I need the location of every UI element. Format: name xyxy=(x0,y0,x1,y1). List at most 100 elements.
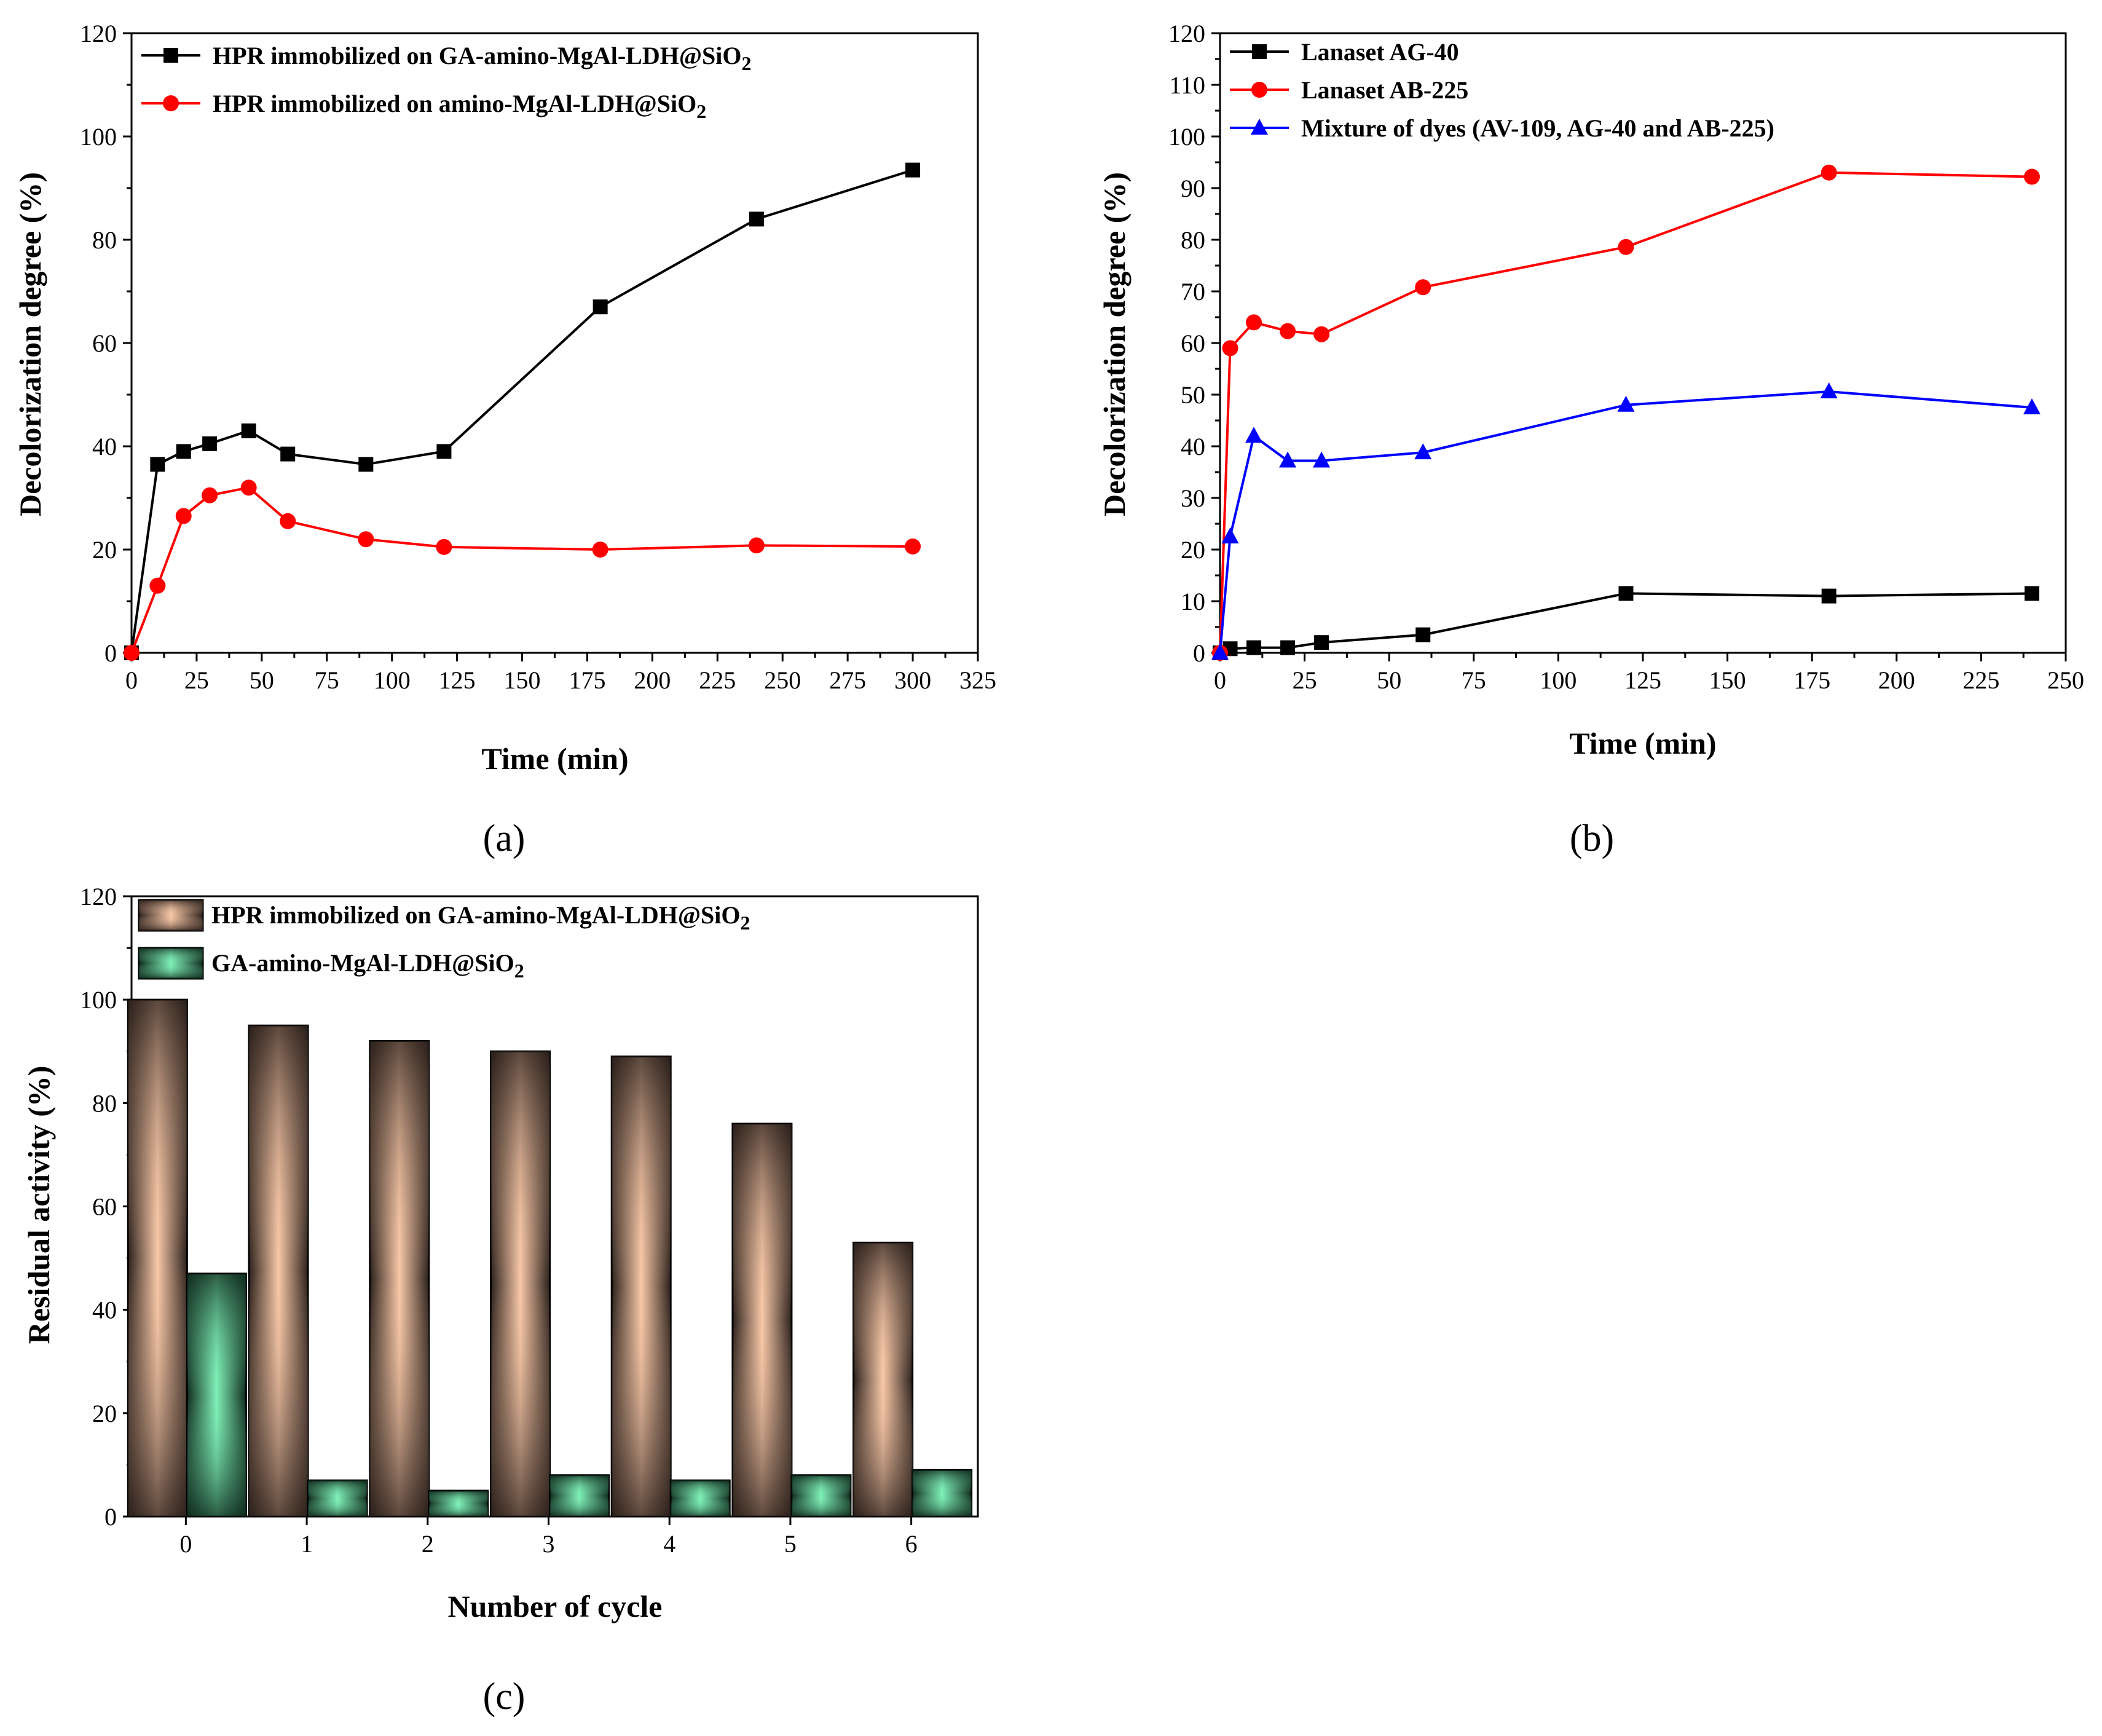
x-tick-label: 225 xyxy=(1962,666,1999,694)
legend-swatch-shade xyxy=(139,900,203,931)
legend-label: HPR immobilized on GA-amino-MgAl-LDH@SiO… xyxy=(211,901,750,934)
x-tick-label: 250 xyxy=(2047,666,2084,694)
x-tick-label: 0 xyxy=(1214,666,1226,694)
x-tick-label: 25 xyxy=(1293,666,1317,694)
data-point-square xyxy=(150,457,165,472)
bars-support xyxy=(186,1272,973,1518)
bars-c xyxy=(127,998,973,1518)
y-tick-label: 70 xyxy=(1181,278,1205,306)
bar-shade xyxy=(369,1041,429,1517)
data-point-square xyxy=(749,211,764,227)
bar-shade xyxy=(249,1025,309,1517)
bar-shade xyxy=(853,1242,913,1517)
x-tick-label: 0 xyxy=(125,666,138,694)
x-tick-label: 6 xyxy=(905,1530,918,1558)
data-point-circle xyxy=(592,542,608,558)
legend-label: Lanaset AG-40 xyxy=(1301,38,1459,66)
x-tick-label: 125 xyxy=(439,666,476,694)
bar-shade xyxy=(308,1480,368,1517)
data-point-circle xyxy=(1821,164,1837,181)
legend-label: HPR immobilized on GA-amino-MgAl-LDH@SiO… xyxy=(213,42,752,74)
bar-shade xyxy=(490,1051,550,1517)
y-tick-label: 0 xyxy=(104,1503,117,1531)
y-tick-label: 20 xyxy=(92,1400,117,1427)
data-point-circle xyxy=(1618,239,1634,255)
y-axis-label-a: Decolorization degree (%) xyxy=(13,172,47,516)
data-point-square xyxy=(1314,635,1329,650)
x-tick-label: 100 xyxy=(1540,666,1576,694)
x-tick-label: 4 xyxy=(663,1530,675,1558)
bar-shade xyxy=(428,1490,488,1517)
data-point-circle xyxy=(1246,314,1262,331)
data-point-square xyxy=(358,457,374,472)
data-point-triangle xyxy=(1211,644,1229,660)
y-tick-label: 0 xyxy=(104,639,117,667)
legend-swatch-shade xyxy=(139,948,203,979)
series-square xyxy=(1213,586,2039,660)
series-line xyxy=(130,168,913,653)
axis-ticks-b: 0 10 20 30 40 50 60 70 80 90 100 110 120 0 25 50 75 100 12… xyxy=(1168,20,2084,694)
data-point-circle xyxy=(358,531,374,548)
x-tick-label: 25 xyxy=(184,666,209,694)
legend-label: Lanaset AB-225 xyxy=(1301,76,1468,104)
bar-shade xyxy=(612,1056,671,1517)
bar-shade xyxy=(187,1273,246,1517)
x-axis-label-a: Time (min) xyxy=(481,741,628,776)
data-point-square xyxy=(202,436,218,451)
series-triangle xyxy=(1211,382,2041,660)
data-point-square xyxy=(592,299,608,315)
legend-label: GA-amino-MgAl-LDH@SiO2 xyxy=(211,949,524,982)
x-tick-label: 175 xyxy=(569,666,605,694)
series-line xyxy=(130,486,913,653)
data-point-square xyxy=(436,444,452,459)
axis-ticks-a: 0 20 40 60 80 100 120 0 25 50 75 100 125 150 175 200 225… xyxy=(80,20,996,694)
data-point-circle xyxy=(149,577,166,594)
panel-a: 0 20 40 60 80 100 120 0 25 50 75 100 125 150 175 200 225… xyxy=(13,20,996,859)
y-tick-label: 30 xyxy=(1181,484,1205,512)
data-point-square xyxy=(163,48,178,63)
x-tick-label: 175 xyxy=(1793,666,1830,694)
data-point-triangle xyxy=(1414,443,1432,460)
y-tick-label: 120 xyxy=(80,20,117,47)
x-tick-label: 225 xyxy=(699,666,736,694)
x-tick-label: 275 xyxy=(829,666,866,694)
y-tick-label: 20 xyxy=(1181,536,1205,564)
x-tick-label: 2 xyxy=(422,1530,434,1558)
data-point-circle xyxy=(905,538,921,554)
bar-shade xyxy=(128,1000,187,1517)
data-point-square xyxy=(1252,44,1267,59)
x-tick-label: 325 xyxy=(959,666,996,694)
y-tick-label: 80 xyxy=(92,1089,117,1117)
data-point-circle xyxy=(163,95,179,111)
data-point-circle xyxy=(124,645,140,661)
legend-c: HPR immobilized on GA-amino-MgAl-LDH@SiO… xyxy=(138,899,750,982)
series-a xyxy=(124,162,921,661)
legend-label: Mixture of dyes (AV-109, AG-40 and AB-22… xyxy=(1301,114,1774,142)
x-tick-label: 0 xyxy=(179,1530,192,1558)
x-tick-label: 1 xyxy=(301,1530,313,1558)
bar-shade xyxy=(791,1475,851,1517)
data-point-circle xyxy=(240,479,257,496)
y-axis-label-b: Decolorization degree (%) xyxy=(1097,172,1132,516)
data-point-triangle xyxy=(1251,119,1268,135)
data-point-triangle xyxy=(1221,527,1239,543)
x-tick-label: 50 xyxy=(250,666,274,694)
y-tick-label: 60 xyxy=(92,329,117,357)
data-point-square xyxy=(1821,588,1836,604)
plot-border xyxy=(130,32,979,654)
data-point-circle xyxy=(175,508,192,524)
legend-a: HPR immobilized on GA-amino-MgAl-LDH@SiO… xyxy=(141,42,752,122)
y-tick-label: 10 xyxy=(1181,588,1205,615)
data-point-square xyxy=(280,446,296,462)
y-tick-label: 80 xyxy=(1181,226,1205,254)
data-point-circle xyxy=(1280,323,1296,339)
series-b xyxy=(1211,164,2041,661)
data-point-square xyxy=(2024,586,2039,601)
data-point-circle xyxy=(202,487,218,503)
data-point-circle xyxy=(1313,326,1330,342)
y-tick-label: 60 xyxy=(92,1193,117,1221)
y-tick-label: 110 xyxy=(1169,71,1205,99)
data-point-triangle xyxy=(1820,382,1838,398)
panel-label-b: (b) xyxy=(1570,818,1614,859)
x-tick-label: 250 xyxy=(764,666,801,694)
